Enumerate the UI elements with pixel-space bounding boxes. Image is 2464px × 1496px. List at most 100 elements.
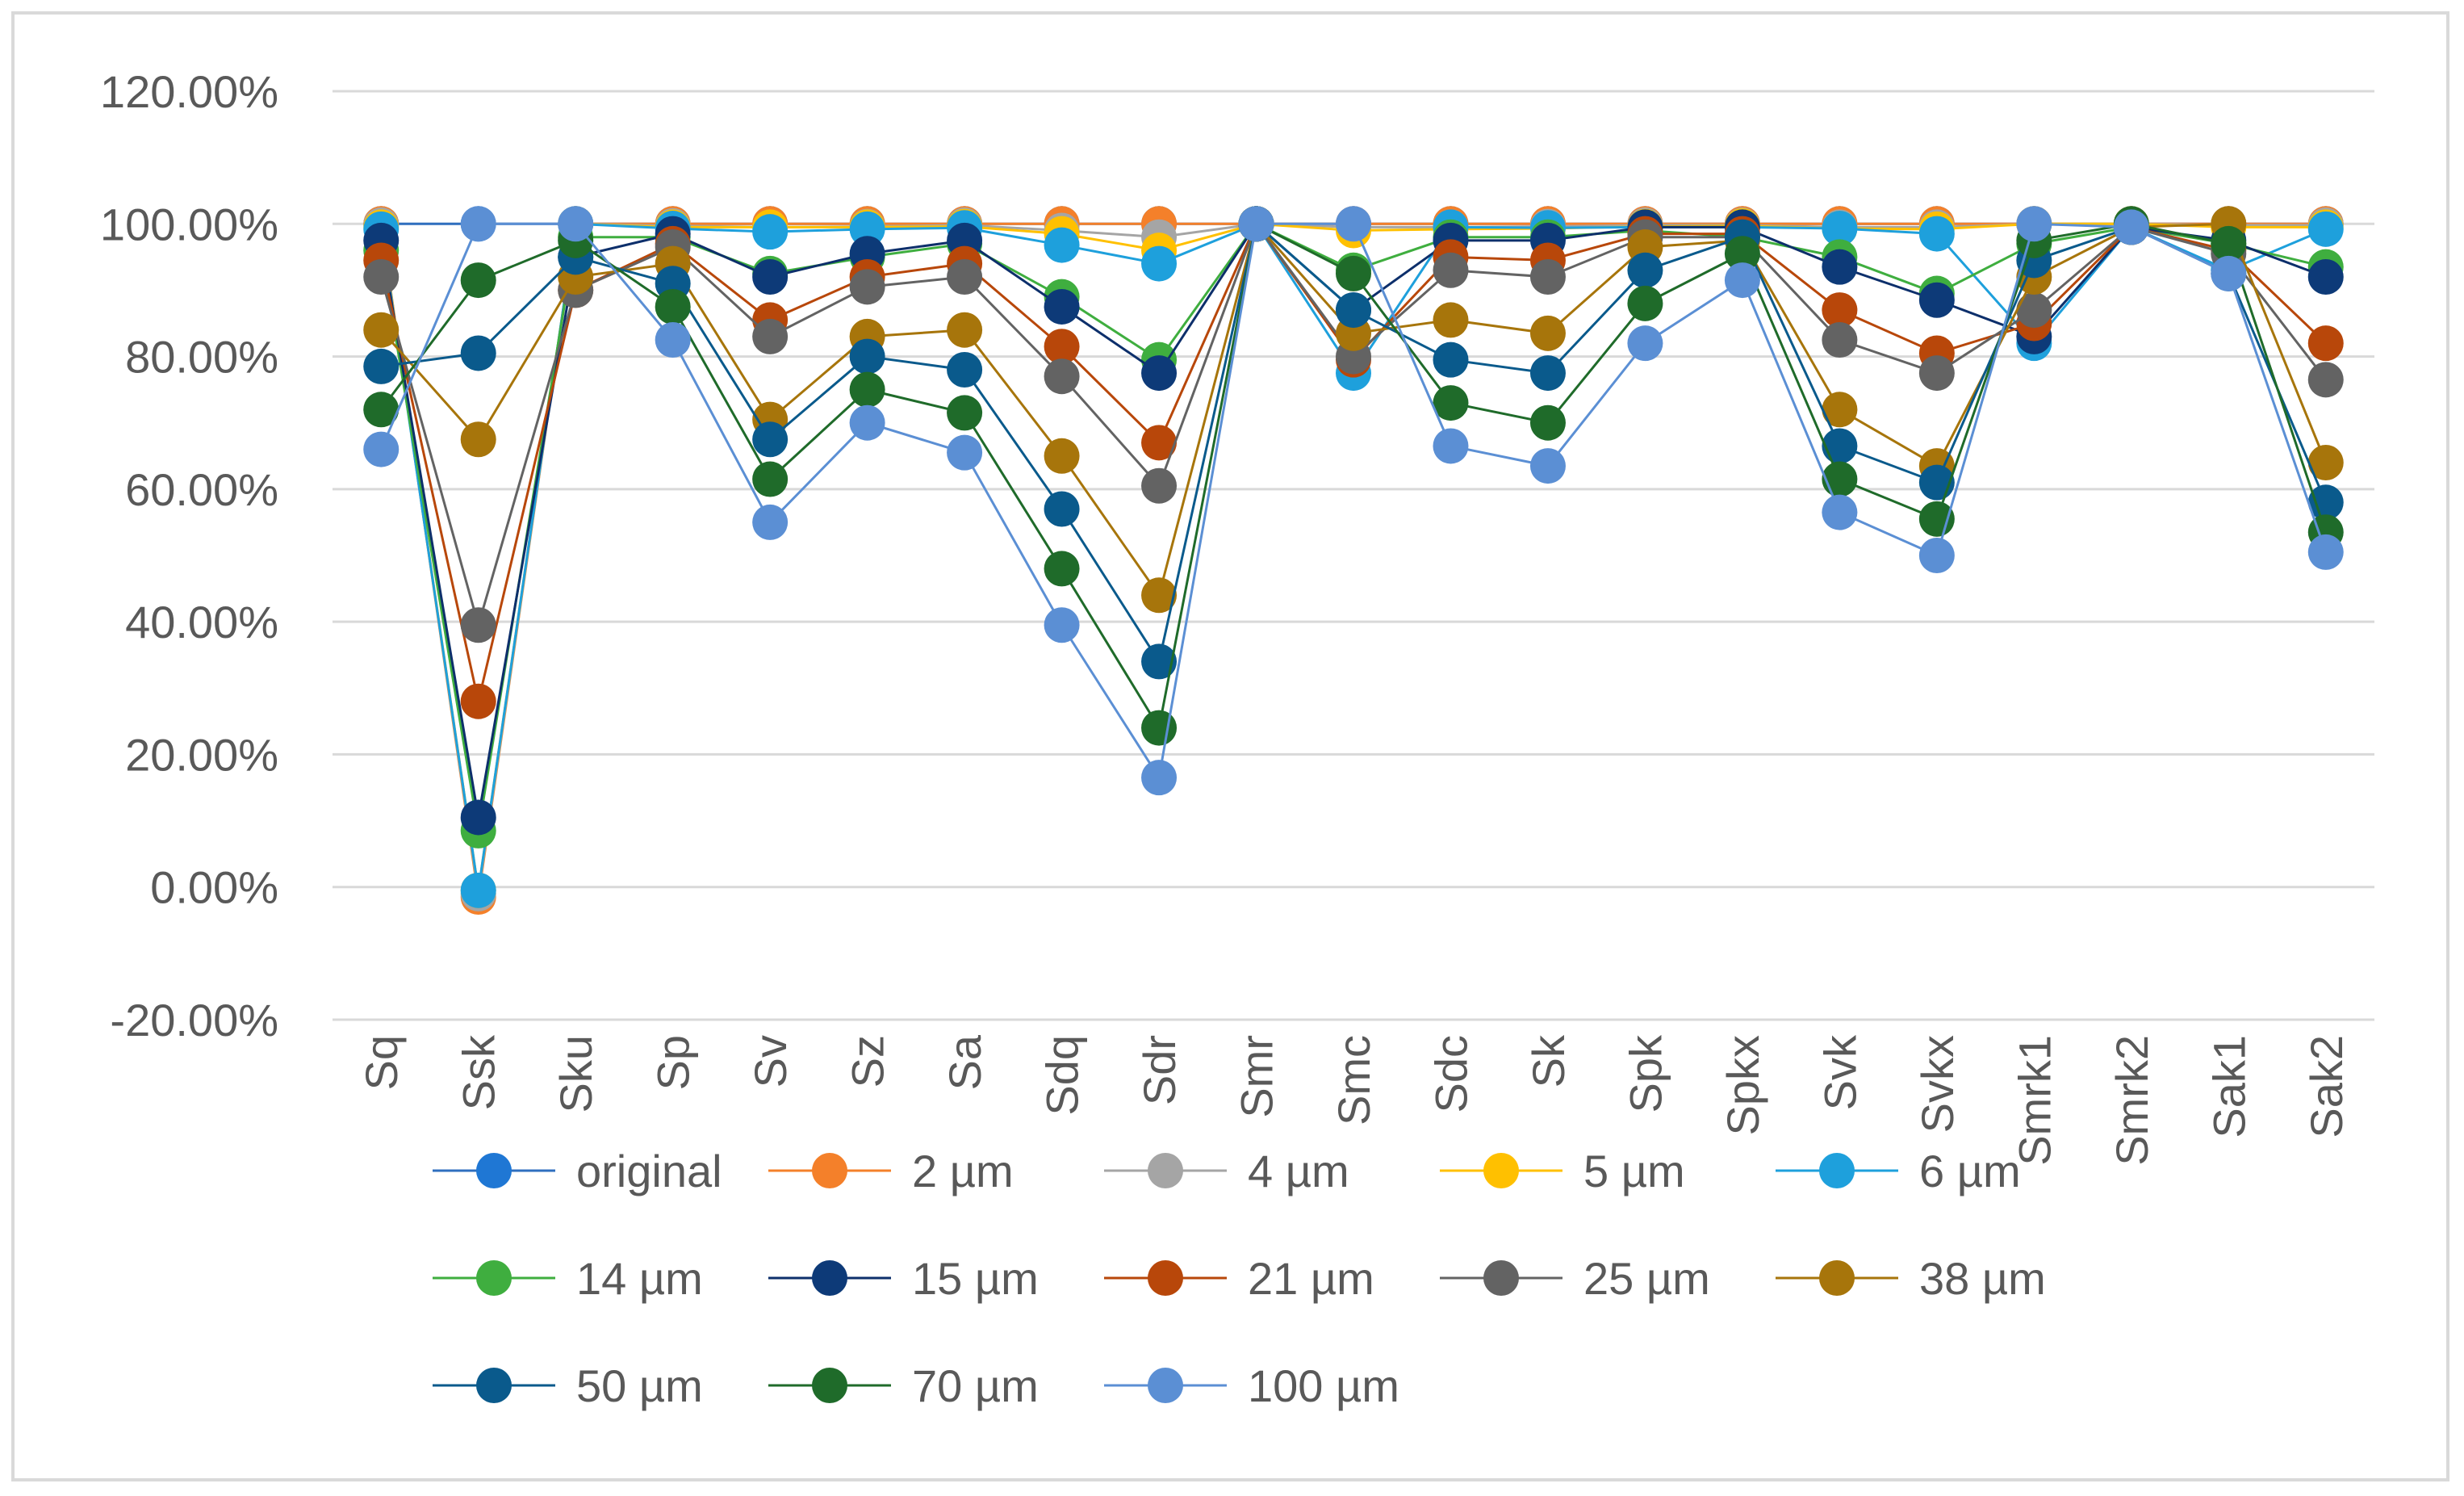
data-point <box>1141 425 1178 461</box>
x-tick-label: Smrk1 <box>2009 1035 2060 1166</box>
x-tick-label: Sz <box>843 1035 893 1087</box>
data-point <box>2307 325 2344 362</box>
x-tick-label: Sdq <box>1037 1035 1088 1116</box>
data-point <box>1529 355 1566 392</box>
legend-item: 14 µm <box>433 1253 703 1304</box>
data-point <box>1724 236 1760 272</box>
legend-item: 70 µm <box>768 1360 1039 1411</box>
data-point <box>849 338 885 375</box>
y-tick-label: 120.00% <box>100 66 278 117</box>
x-tick-label: Sdc <box>1425 1035 1476 1113</box>
y-tick-label: -20.00% <box>110 995 278 1046</box>
y-tick-label: 80.00% <box>125 332 278 383</box>
legend: original 2 µm 4 µm 5 µm 6 µm 14 µm 15 µm 21 µm 2… <box>433 1146 2046 1411</box>
data-point <box>363 348 400 384</box>
legend-marker <box>812 1260 847 1296</box>
x-tick-label: Sq <box>356 1035 407 1091</box>
data-point <box>947 352 983 388</box>
data-point <box>1044 551 1080 587</box>
data-point <box>1044 227 1080 263</box>
data-point <box>1433 385 1469 421</box>
legend-label: 15 µm <box>912 1253 1039 1304</box>
legend-marker <box>1483 1260 1519 1296</box>
legend-item: 25 µm <box>1440 1253 1710 1304</box>
data-point <box>752 259 789 295</box>
x-tick-label: Sk <box>1523 1034 1574 1087</box>
x-tick-label: Smc <box>1328 1035 1379 1125</box>
series-12 <box>363 206 2344 796</box>
data-point <box>849 371 885 408</box>
legend-marker <box>1148 1260 1183 1296</box>
data-point <box>1822 494 1858 530</box>
data-point <box>1822 322 1858 358</box>
x-tick-label: Sku <box>550 1035 601 1113</box>
data-point <box>1238 206 1274 242</box>
legend-label: 25 µm <box>1583 1253 1710 1304</box>
data-point <box>752 461 789 497</box>
data-point <box>1627 325 1663 362</box>
data-point <box>1336 255 1371 291</box>
data-point <box>363 392 400 428</box>
data-point <box>1141 643 1178 680</box>
x-tick-label: Sak1 <box>2203 1035 2254 1138</box>
x-tick-label: Sa <box>939 1034 990 1090</box>
data-point <box>460 799 496 836</box>
legend-label: 100 µm <box>1248 1360 1399 1411</box>
data-point <box>1822 428 1858 464</box>
data-point <box>1044 329 1080 365</box>
data-point <box>2016 292 2052 329</box>
data-point <box>1822 211 1858 247</box>
x-tick-label: Svkx <box>1912 1035 1963 1133</box>
data-point <box>849 269 885 305</box>
y-tick-label: 100.00% <box>100 199 278 249</box>
legend-label: 21 µm <box>1248 1253 1374 1304</box>
data-point <box>2016 206 2052 242</box>
legend-marker <box>1148 1153 1183 1188</box>
x-tick-label: Smrk2 <box>2106 1035 2157 1166</box>
legend-label: 6 µm <box>1919 1146 2021 1196</box>
data-point <box>363 312 400 348</box>
data-point <box>363 259 400 295</box>
data-point <box>2211 255 2247 291</box>
x-tick-label: Sp <box>648 1035 699 1091</box>
data-point <box>460 335 496 371</box>
legend-item: 15 µm <box>768 1253 1039 1304</box>
y-axis-ticks: -20.00% 0.00% 20.00% 40.00% 60.00% 80.00% 100.… <box>100 66 278 1046</box>
data-point <box>1822 249 1858 285</box>
data-point <box>752 504 789 540</box>
data-point <box>752 318 789 354</box>
data-point <box>460 683 496 719</box>
data-point <box>1529 315 1566 351</box>
data-point <box>1336 206 1371 242</box>
legend-marker <box>1148 1368 1183 1403</box>
data-point <box>460 421 496 458</box>
data-point <box>1044 607 1080 643</box>
legend-item: 2 µm <box>768 1146 1014 1196</box>
data-point <box>1918 538 1955 573</box>
legend-marker <box>812 1153 847 1188</box>
data-point <box>460 872 496 908</box>
y-tick-label: 60.00% <box>125 464 278 515</box>
data-point <box>752 214 789 250</box>
legend-marker <box>1819 1153 1855 1188</box>
legend-marker <box>476 1260 512 1296</box>
data-point <box>947 395 983 431</box>
data-point <box>1433 302 1469 338</box>
data-point <box>2113 209 2149 245</box>
data-point <box>1336 292 1371 329</box>
data-point <box>2307 445 2344 480</box>
y-tick-label: 20.00% <box>125 729 278 780</box>
legend-label: 2 µm <box>912 1146 1014 1196</box>
data-point <box>1433 342 1469 378</box>
data-point <box>2307 484 2344 521</box>
data-point <box>1141 710 1178 746</box>
legend-marker <box>1819 1260 1855 1296</box>
data-point <box>1141 760 1178 796</box>
legend-label: original <box>576 1146 722 1196</box>
data-point <box>1918 282 1955 318</box>
legend-label: 4 µm <box>1248 1146 1349 1196</box>
legend-label: 14 µm <box>576 1253 703 1304</box>
data-point <box>2307 211 2344 247</box>
data-point <box>849 211 885 247</box>
data-point <box>947 259 983 295</box>
